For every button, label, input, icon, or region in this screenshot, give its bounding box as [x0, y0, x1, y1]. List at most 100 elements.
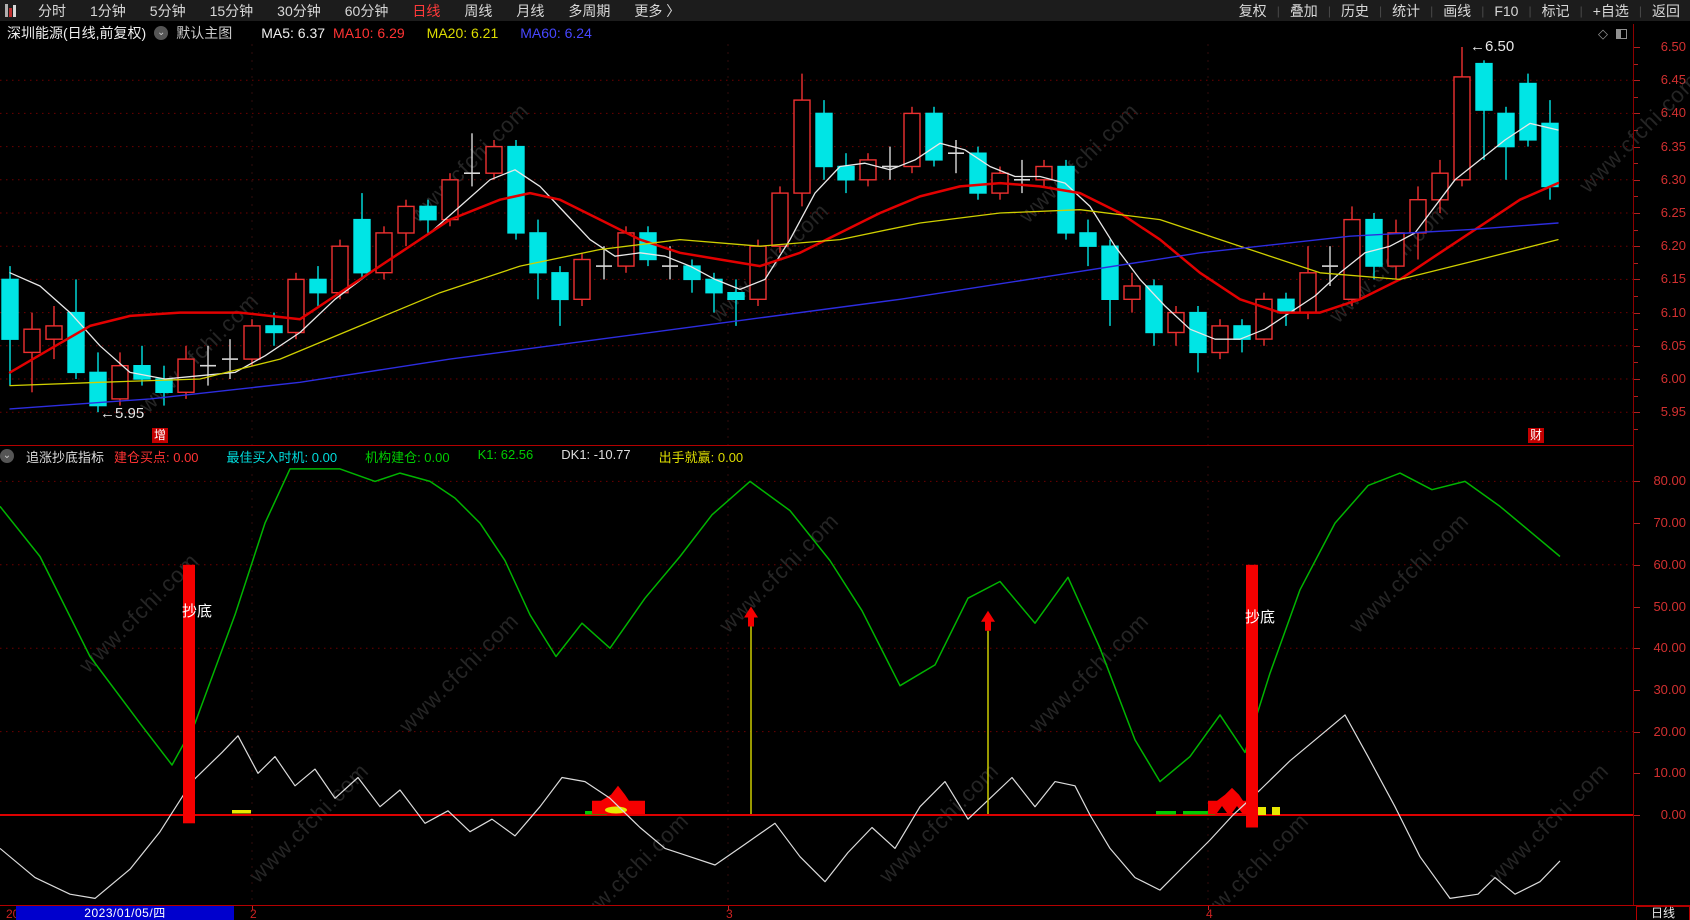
up-candle: [243, 325, 261, 360]
indicator-chart[interactable]: 抄底 抄底: [0, 466, 1634, 905]
axis-tick: [1634, 523, 1640, 525]
indicator-axis-label: 50.00: [1653, 598, 1686, 614]
period-tab-月线[interactable]: 月线: [516, 2, 545, 19]
up-candle: [1343, 218, 1361, 301]
indicator-field-label: 最佳买入时机: 0.00: [226, 449, 338, 465]
separator: |: [1579, 3, 1583, 18]
panel-divider[interactable]: [0, 445, 1634, 446]
axis-tick: [1634, 146, 1640, 148]
split-window-icon[interactable]: [1616, 29, 1627, 39]
axis-tick: [1634, 481, 1640, 483]
period-tab-5分钟[interactable]: 5分钟: [149, 2, 186, 19]
up-candle: [1299, 272, 1317, 314]
main-candlestick-chart[interactable]: [0, 44, 1634, 445]
main-axis-label: 6.20: [1660, 238, 1686, 254]
ma-line-MA60: [9, 222, 1559, 410]
period-tab-周线[interactable]: 周线: [464, 2, 493, 19]
down-candle: [89, 371, 107, 407]
main-axis-label: 6.00: [1660, 371, 1686, 386]
down-candle: [1475, 62, 1493, 111]
down-candle: [309, 278, 327, 294]
tool-button-统计[interactable]: 统计: [1392, 2, 1421, 19]
period-tab-60分钟[interactable]: 60分钟: [344, 2, 389, 19]
indicator-field-label: 机构建仓: 0.00: [365, 449, 450, 465]
separator: |: [1528, 3, 1532, 18]
separator: |: [1481, 3, 1485, 18]
yellow-dash: [232, 810, 251, 814]
tool-button-F10[interactable]: F10: [1494, 2, 1519, 19]
buy-signal-mound: [1208, 787, 1247, 814]
selected-date-box[interactable]: 2023/01/05/四: [16, 906, 234, 920]
indicator-axis-label: 80.00: [1653, 473, 1686, 489]
tool-button-叠加[interactable]: 叠加: [1289, 2, 1318, 19]
tool-button-历史[interactable]: 历史: [1340, 2, 1369, 19]
axis-tick: [1634, 179, 1640, 181]
indicator-chevron-circle-icon[interactable]: ⌄: [0, 449, 14, 463]
period-tab-1分钟[interactable]: 1分钟: [90, 2, 126, 19]
ma-value-label: MA10: 6.29: [333, 25, 405, 41]
indicator-values: 追涨抄底指标 建仓买点: 0.00 最佳买入时机: 0.00 机构建仓: 0.00 K1…: [22, 447, 771, 466]
down-candle: [1079, 232, 1097, 247]
mound-notch: [1232, 806, 1242, 813]
axis-tick: [1634, 648, 1640, 650]
event-badge-财[interactable]: 财: [1528, 428, 1544, 443]
down-candle: [727, 291, 745, 300]
period-tab-分时[interactable]: 分时: [38, 2, 66, 19]
axis-minor-tick: [1634, 262, 1638, 264]
axis-tick: [1634, 213, 1640, 214]
period-tab-日线[interactable]: 日线: [412, 2, 441, 19]
down-candle: [1497, 112, 1515, 148]
layout-label[interactable]: 默认主图: [176, 25, 233, 41]
up-candle: [771, 192, 789, 247]
mound-notch: [1217, 806, 1227, 813]
separator: |: [1378, 3, 1383, 18]
axis-tick: [1634, 246, 1640, 248]
up-candle: [749, 245, 767, 300]
axis-tick: [1634, 606, 1640, 608]
period-tab-多周期[interactable]: 多周期: [568, 2, 611, 19]
indicator-axis-label: 40.00: [1653, 640, 1686, 656]
ma-values: MA5: 6.37 MA10: 6.29 MA20: 6.21 MA60: 6.24: [254, 25, 614, 41]
tool-button-画线[interactable]: 画线: [1443, 2, 1472, 19]
event-badge-增[interactable]: 增: [152, 428, 168, 443]
chaodi-label: 抄底: [182, 603, 212, 620]
separator: |: [1430, 3, 1434, 18]
up-candle: [1167, 311, 1185, 334]
up-candle: [331, 245, 349, 294]
yellow-inner-blob: [605, 806, 627, 814]
indicator-axis-label: 0.00: [1660, 807, 1686, 822]
up-candle: [903, 112, 921, 168]
tool-button-复权[interactable]: 复权: [1238, 2, 1267, 19]
main-axis-label: 6.30: [1660, 171, 1686, 187]
period-indicator-box[interactable]: 日线: [1636, 906, 1690, 920]
down-candle: [815, 112, 833, 168]
diamond-icon[interactable]: ◇: [1598, 26, 1608, 41]
indicator-field-label: 建仓买点: 0.00: [114, 449, 199, 465]
ma-line-MA5: [9, 122, 1559, 380]
period-tab-30分钟[interactable]: 30分钟: [277, 2, 321, 19]
chevron-down-circle-icon[interactable]: ⌄: [154, 26, 169, 40]
up-candle: [485, 145, 503, 174]
up-candle: [1431, 172, 1449, 201]
axis-minor-tick: [1634, 329, 1638, 331]
axis-minor-tick: [1634, 296, 1638, 297]
down-candle: [969, 152, 987, 194]
down-candle: [1, 278, 19, 340]
tool-button-标记[interactable]: 标记: [1541, 2, 1570, 19]
indicator-axis-label: 30.00: [1653, 681, 1686, 697]
app-logo-icon: [5, 4, 20, 17]
up-candle: [1453, 76, 1471, 181]
main-axis-label: 6.05: [1660, 337, 1686, 353]
tool-button-返回[interactable]: 返回: [1652, 2, 1680, 19]
axis-tick: [1634, 379, 1640, 380]
down-candle: [1101, 245, 1119, 300]
axis-tick: [1634, 47, 1640, 48]
period-tab-更多 〉[interactable]: 更多 〉: [634, 2, 681, 19]
up-candle: [177, 358, 195, 394]
down-candle: [837, 165, 855, 181]
axis-tick: [1634, 815, 1640, 816]
main-axis-label: 6.35: [1660, 138, 1686, 154]
indicator-field-label: DK1: -10.77: [561, 446, 631, 462]
tool-button-+自选[interactable]: +自选: [1592, 2, 1629, 19]
period-tab-15分钟[interactable]: 15分钟: [209, 2, 254, 19]
